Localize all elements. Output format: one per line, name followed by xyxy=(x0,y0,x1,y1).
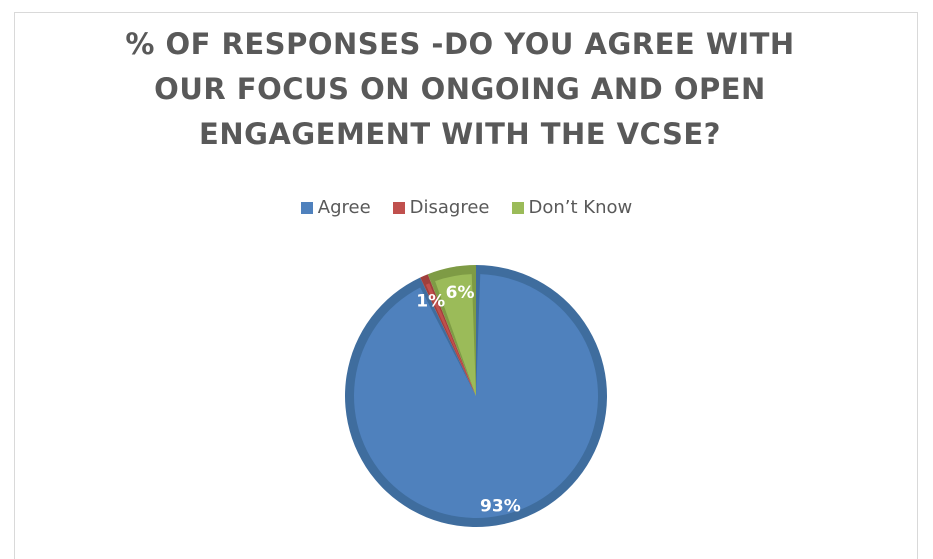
legend-swatch-agree xyxy=(300,201,313,214)
legend-label-agree: Agree xyxy=(317,197,371,218)
pie-slice-face-agree xyxy=(354,274,599,518)
legend-item-dont-know: Don’t Know xyxy=(511,197,633,218)
chart-legend: Agree Disagree Don’t Know xyxy=(0,197,933,218)
legend-item-agree: Agree xyxy=(300,197,371,218)
legend-item-disagree: Disagree xyxy=(392,197,490,218)
data-label-dont-know: 6% xyxy=(446,283,475,303)
data-label-agree: 93% xyxy=(480,496,521,516)
pie-slice-face-dont-know xyxy=(435,274,476,396)
pie-slice-disagree xyxy=(420,274,476,396)
legend-swatch-dont-know xyxy=(511,201,524,214)
legend-label-disagree: Disagree xyxy=(409,197,490,218)
data-label-disagree: 1% xyxy=(416,292,445,312)
chart-title: % OF RESPONSES -DO YOU AGREE WITH OUR FO… xyxy=(125,27,795,151)
legend-swatch-disagree xyxy=(392,201,405,214)
legend-label-dont-know: Don’t Know xyxy=(528,197,633,218)
pie-slice-face-disagree xyxy=(425,283,476,396)
